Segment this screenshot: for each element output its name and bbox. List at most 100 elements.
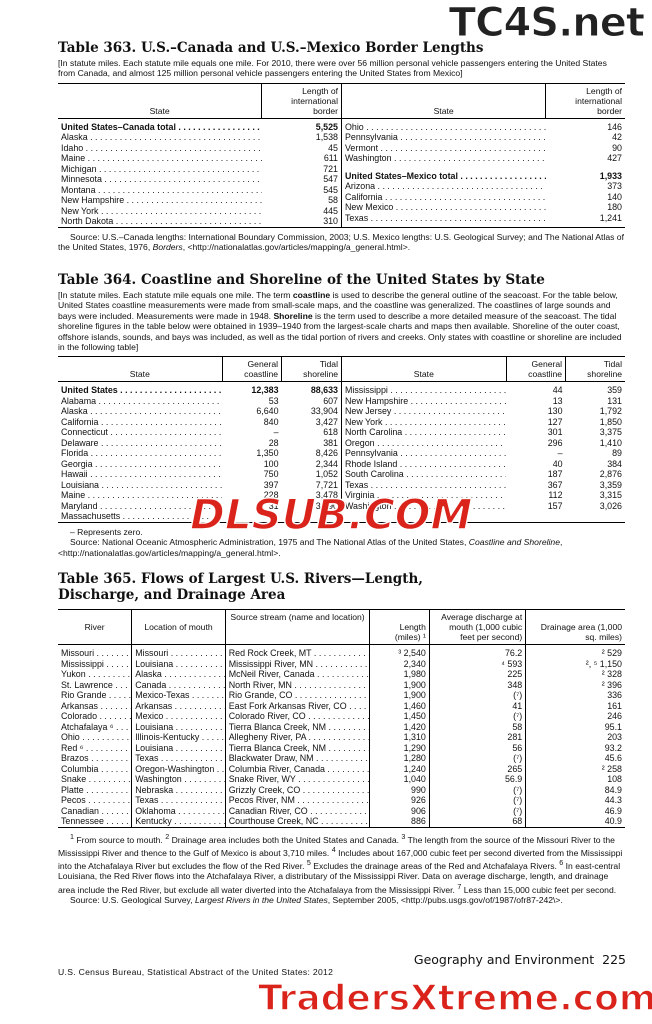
cell-state: Florida xyxy=(58,448,222,459)
cell-text: Oklahoma xyxy=(131,805,226,816)
cell-text: Tierra Blanca Creek, NM xyxy=(224,721,370,732)
cell-value: 373 xyxy=(607,181,622,192)
table-row: North Dakota 310 xyxy=(58,216,341,227)
cell-value: 146 xyxy=(607,121,622,132)
cell-state: Pennsylvania xyxy=(342,132,546,143)
text-run: 7 xyxy=(457,882,462,891)
cell-value: 1,450 xyxy=(369,711,430,722)
cell-value: 359 xyxy=(607,385,622,396)
cell-text: East Fork Arkansas River, CO xyxy=(224,700,370,711)
cell-state: California xyxy=(58,417,222,428)
text-run: 3 xyxy=(401,832,406,841)
table-title: Table 365. Flows of Largest U.S. Rivers—… xyxy=(58,571,423,603)
cell-text: Missouri xyxy=(131,644,226,659)
cell-value: 348 xyxy=(428,679,526,690)
cell-text: Missouri xyxy=(58,645,132,659)
table-title: Table 364. Coastline and Shoreline of th… xyxy=(58,272,545,288)
table-half: State Length of international border Unite… xyxy=(58,83,341,227)
cell-value: 721 xyxy=(323,163,338,174)
table-363: Table 363. U.S.–Canada and U.S.–Mexico B… xyxy=(58,40,625,253)
cell-text: Yukon xyxy=(58,669,132,680)
cell-text: Courthouse Creek, NC xyxy=(224,816,370,827)
table-row: Delaware 28 381 xyxy=(58,438,341,449)
text-run: Source: U.S. Geological Survey, xyxy=(70,894,195,905)
table-half: State General coastline Tidal shoreline Uni… xyxy=(58,357,341,522)
text-run: 2 xyxy=(165,832,170,841)
cell-value: 157 xyxy=(547,500,563,511)
cell-value: (⁷) xyxy=(428,690,526,701)
cell-value: 53 xyxy=(268,395,279,406)
text-run: Largest Rivers in the United States xyxy=(194,894,328,905)
footnotes: 1 From source to mouth. 2 Drainage area … xyxy=(58,832,625,895)
cell-text: Mexico-Texas xyxy=(131,690,226,701)
cell-value: 427 xyxy=(607,153,622,164)
cell-value: ³ 2,540 xyxy=(369,644,430,659)
cell-state: Maine xyxy=(58,153,262,164)
cell-value: 1,933 xyxy=(599,170,622,181)
table-row: Minnesota 547 xyxy=(58,174,341,185)
column-header: Length of international border xyxy=(545,83,625,119)
cell-state: New York xyxy=(58,206,262,217)
cell-state: Massachusetts xyxy=(58,511,222,522)
cell-value: – xyxy=(557,448,563,459)
column-header: General coastline xyxy=(505,357,566,383)
table-row: Mississippi 44 359 xyxy=(342,382,625,396)
table: River Location of mouth Source stream (nam… xyxy=(58,609,625,828)
cell-state: Maine xyxy=(58,490,222,501)
cell-value: ² 529 xyxy=(525,644,625,659)
cell-text: Allegheny River, PA xyxy=(224,732,370,743)
table-row: Pennsylvania – 89 xyxy=(342,448,625,459)
table-row: TennesseeKentuckyCourthouse Creek, NC886… xyxy=(58,816,625,827)
cell-value: 58 xyxy=(428,721,526,732)
text-run: 1 xyxy=(70,832,74,841)
cell-value: 1,241 xyxy=(599,212,622,223)
cell-value: 31 xyxy=(268,500,279,511)
source-note: Source: National Oceanic Atmospheric Adm… xyxy=(58,537,625,558)
cell-state: Maryland xyxy=(58,501,222,512)
cell-value: 44 xyxy=(552,385,563,396)
cell-value: 1,040 xyxy=(369,774,430,785)
cell-value: 41 xyxy=(428,700,526,711)
cell-text: Columbia River, Canada xyxy=(224,763,370,774)
cell-state: Alabama xyxy=(58,396,222,407)
cell-value: 127 xyxy=(547,416,563,427)
cell-text: Texas xyxy=(131,795,226,806)
cell-state: New Jersey xyxy=(342,406,506,417)
text-run: Includes about 167,000 cubic feet per se… xyxy=(58,847,623,871)
cell-text: Snake River, WY xyxy=(224,774,370,785)
cell-state: New Mexico xyxy=(342,202,546,213)
headnote: [In statute miles. Each statute mile equ… xyxy=(58,290,625,352)
cell-state: Georgia xyxy=(58,459,222,470)
cell-value: 1,420 xyxy=(369,721,430,732)
table-row: ColumbiaOregon-WashingtonColumbia River,… xyxy=(58,763,625,774)
table-row: ArkansasArkansasEast Fork Arkansas River… xyxy=(58,700,625,711)
cell-text: Platte xyxy=(58,785,132,796)
cell-value: 8,426 xyxy=(315,448,338,459)
cell-state: Pennsylvania xyxy=(342,448,506,459)
cell-value: 3,315 xyxy=(599,490,622,501)
header-row: State Length of international border xyxy=(58,83,341,119)
cell-state: Texas xyxy=(342,213,546,224)
text-run: Source: National Oceanic Atmospheric Adm… xyxy=(70,537,469,548)
cell-text: Alaska xyxy=(131,669,226,680)
cell-value: 68 xyxy=(428,816,526,827)
table-row: North Carolina 301 3,375 xyxy=(342,427,625,438)
table-row: Maine 228 3,478 xyxy=(58,490,341,501)
table-grid: State General coastline Tidal shoreline Mis… xyxy=(342,357,625,511)
cell-value: 2,344 xyxy=(315,458,338,469)
table-row: SnakeWashingtonSnake River, WY1,04056.91… xyxy=(58,774,625,785)
column-header: State xyxy=(342,357,507,383)
cell-value: 1,350 xyxy=(256,448,279,459)
column-header: Location of mouth xyxy=(131,610,226,645)
cell-state: United States xyxy=(58,382,222,396)
cell-state: Michigan xyxy=(58,164,262,175)
column-header: Length (miles) ¹ xyxy=(369,610,430,645)
cell-text: Tennessee xyxy=(58,816,132,827)
cell-state: United States–Canada total xyxy=(58,118,262,132)
table: State Length of international border Unite… xyxy=(58,82,625,228)
cell-value: 90 xyxy=(612,142,622,153)
text-run: Coastline and Shoreline xyxy=(468,537,560,548)
cell-value: 3,026 xyxy=(599,500,622,511)
table-row: New Hampshire 58 xyxy=(58,195,341,206)
cell-state: Idaho xyxy=(58,143,262,154)
